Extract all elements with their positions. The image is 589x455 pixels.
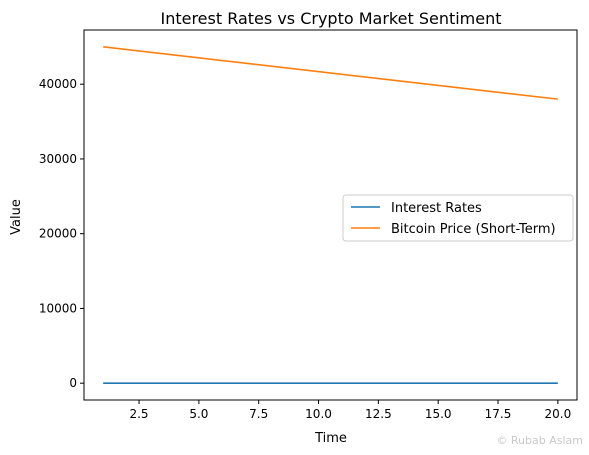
legend-label-0: Interest Rates — [391, 201, 482, 216]
x-tick-label: 5.0 — [189, 407, 208, 421]
legend-box — [342, 194, 574, 242]
x-tick-label: 10.0 — [305, 407, 332, 421]
y-tick-label: 40000 — [39, 77, 77, 91]
x-axis: 2.5 5.0 7.5 10.0 12.5 15.0 17.5 20.0 — [129, 400, 571, 421]
watermark: © Rubab Aslam — [496, 434, 583, 447]
legend-label-1: Bitcoin Price (Short-Term) — [391, 222, 556, 237]
y-axis: 0 10000 20000 30000 40000 — [39, 77, 84, 390]
series-line-1 — [103, 46, 558, 100]
x-tick-label: 17.5 — [485, 407, 512, 421]
y-tick-label: 30000 — [39, 152, 77, 166]
x-axis-label: Time — [314, 431, 347, 446]
x-tick-label: 20.0 — [544, 407, 571, 421]
chart-title: Interest Rates vs Crypto Market Sentimen… — [160, 9, 501, 28]
x-tick-label: 7.5 — [249, 407, 268, 421]
series-lines — [103, 46, 558, 384]
y-tick-label: 0 — [69, 376, 77, 390]
y-tick-label: 20000 — [39, 227, 77, 241]
plot-area — [83, 29, 578, 401]
y-axis-label: Value — [9, 199, 24, 235]
x-tick-label: 2.5 — [129, 407, 148, 421]
x-tick-label: 15.0 — [425, 407, 452, 421]
legend: Interest Rates Bitcoin Price (Short-Term) — [342, 194, 574, 242]
x-tick-label: 12.5 — [365, 407, 392, 421]
y-tick-label: 10000 — [39, 301, 77, 315]
